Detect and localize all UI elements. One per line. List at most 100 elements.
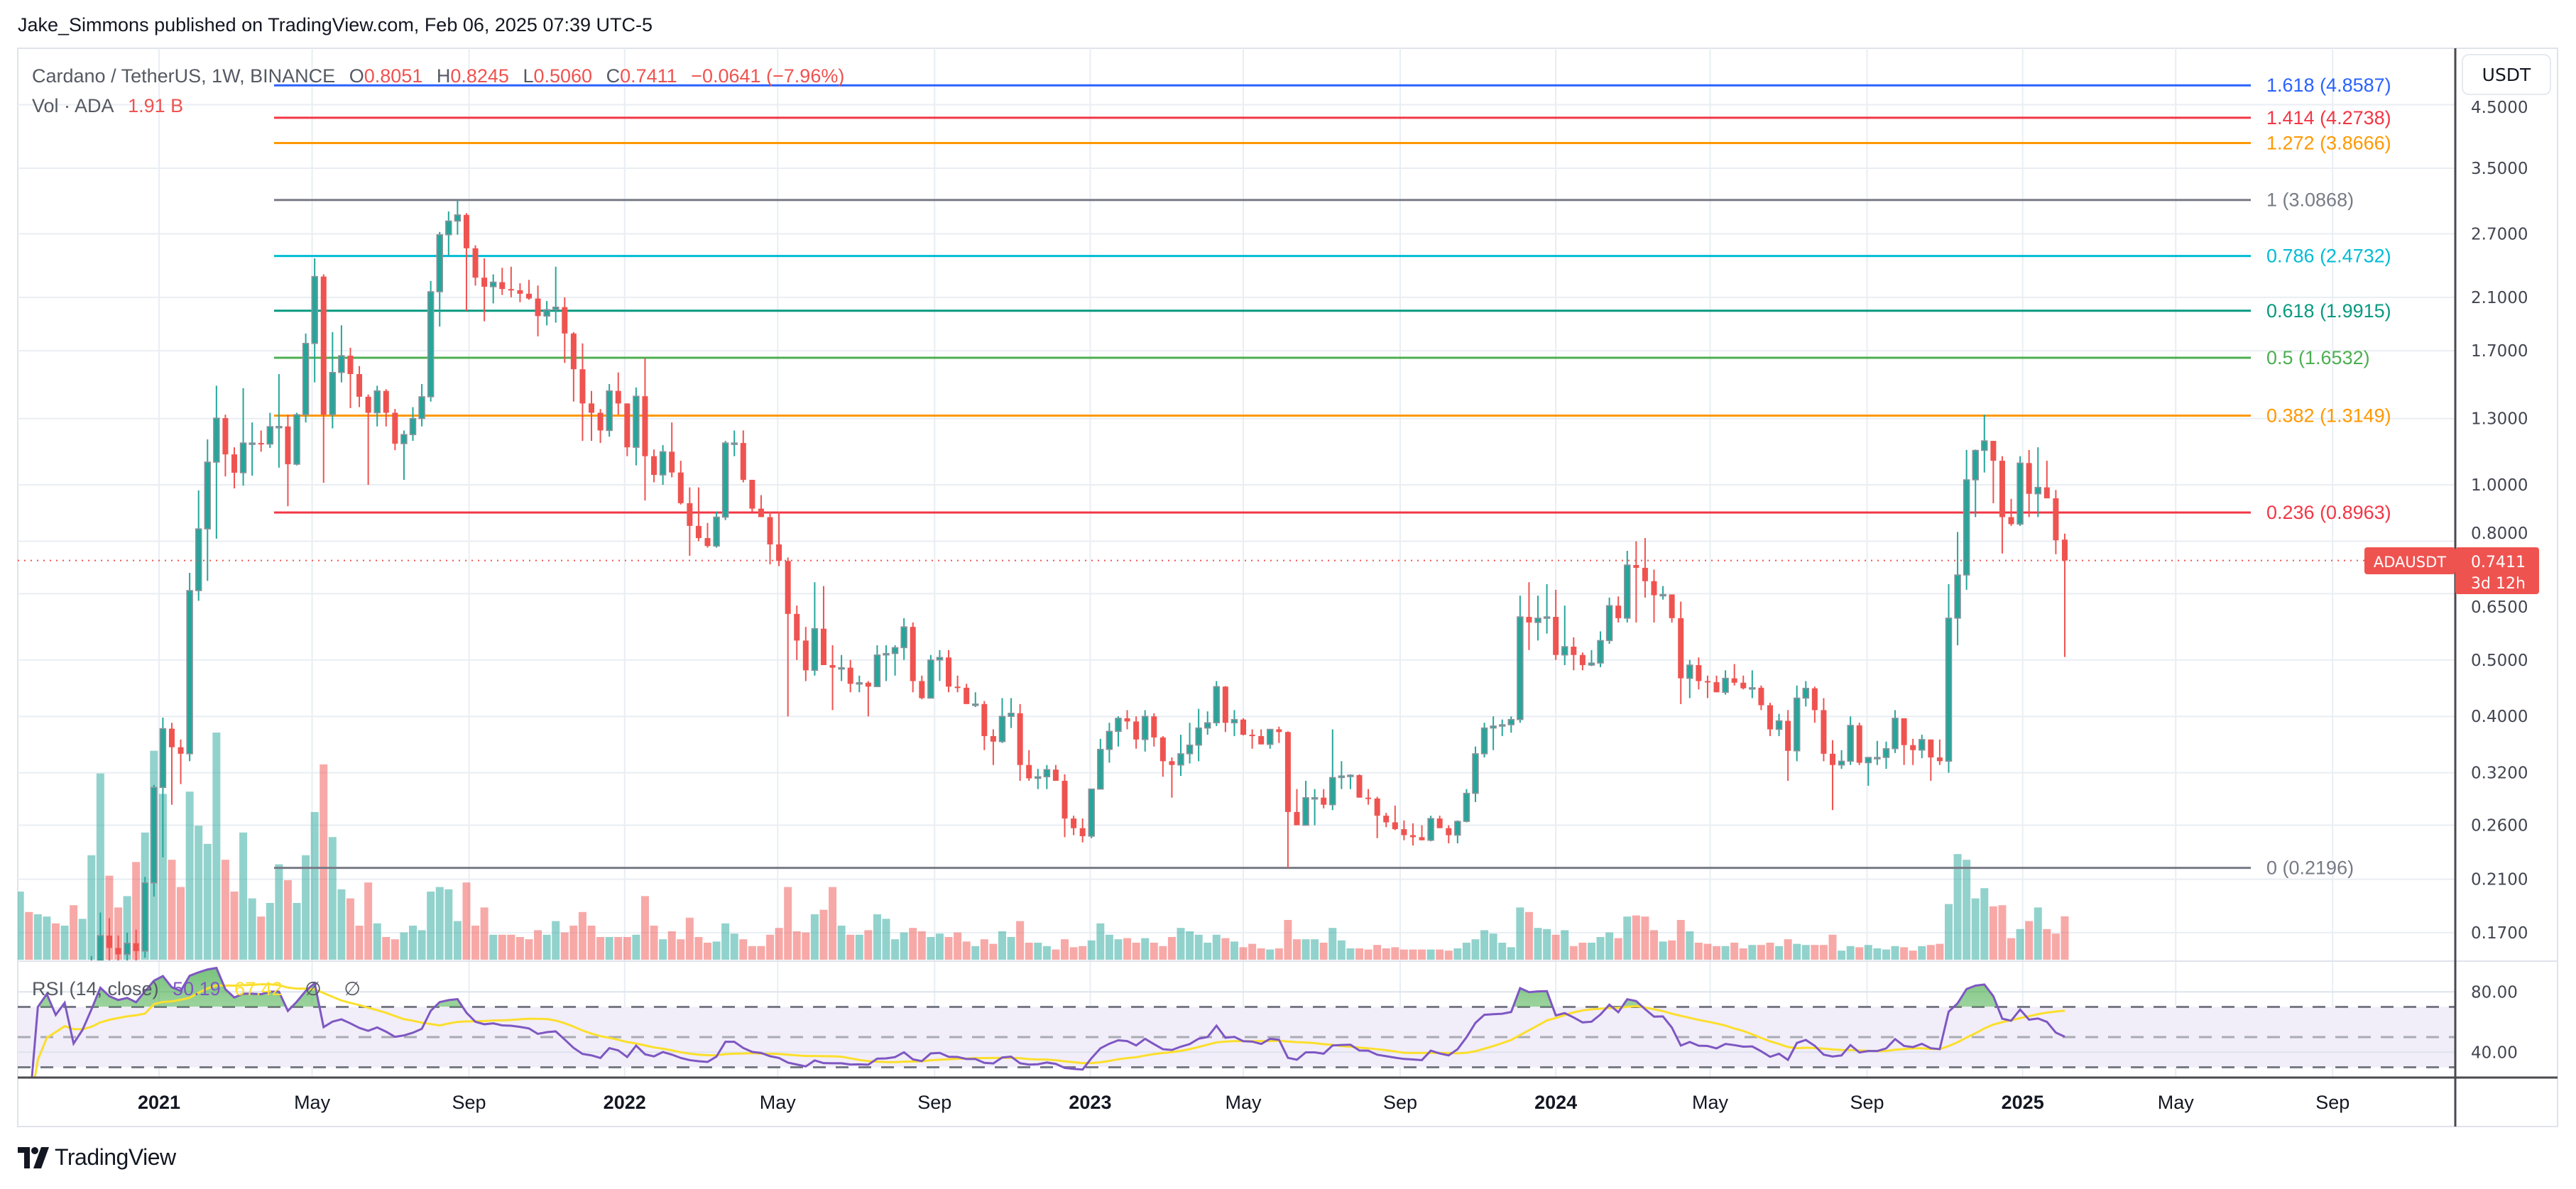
candle bbox=[1696, 657, 1702, 690]
volume-bar bbox=[1212, 934, 1221, 960]
volume-label[interactable]: Vol · ADA bbox=[32, 95, 114, 116]
rsi-legend[interactable]: RSI (14, close) 50.19 67.42 ∅ ∅ bbox=[32, 978, 361, 1000]
volume-bar bbox=[391, 939, 399, 960]
candle-body bbox=[427, 291, 435, 398]
volume-bar bbox=[2043, 928, 2051, 960]
time-axis[interactable]: 2021 May Sep 2022 May Sep 2023 May Sep 2024 May Sep… bbox=[138, 1092, 2349, 1113]
rsi-ma-value: 67.42 bbox=[234, 978, 283, 999]
symbol-title[interactable]: Cardano / TetherUS, 1W, BINANCE bbox=[32, 65, 336, 87]
candle bbox=[1472, 746, 1479, 802]
candle-body bbox=[329, 371, 337, 415]
candle bbox=[1882, 741, 1890, 769]
candle bbox=[195, 490, 202, 601]
currency-button[interactable]: USDT bbox=[2462, 54, 2551, 95]
candle bbox=[356, 366, 363, 407]
candle bbox=[1722, 670, 1729, 695]
volume-legend[interactable]: Vol · ADA 1.91 B bbox=[32, 95, 183, 117]
candle-body bbox=[1311, 796, 1319, 800]
candle-body bbox=[891, 647, 899, 654]
rsi-indicator bbox=[31, 966, 2065, 1078]
rsi-ma-line bbox=[33, 983, 2065, 1078]
candle-body bbox=[562, 307, 568, 334]
time-tick-label: 2022 bbox=[604, 1092, 646, 1113]
candle-body bbox=[927, 659, 934, 699]
price-tick-label: 1.7000 bbox=[2471, 342, 2528, 361]
candle bbox=[1633, 541, 1639, 623]
volume-bar bbox=[1462, 943, 1470, 960]
candle bbox=[597, 409, 604, 444]
volume-bar bbox=[1159, 946, 1167, 960]
time-tick-label: Sep bbox=[2315, 1092, 2349, 1113]
volume-bar bbox=[542, 934, 551, 960]
candle bbox=[687, 487, 693, 557]
price-axis[interactable]: 4.5000 3.5000 2.7000 2.1000 1.7000 1.3000 1.00… bbox=[2471, 99, 2528, 943]
candle-body bbox=[1008, 713, 1015, 717]
currency-button-box[interactable] bbox=[2462, 54, 2551, 95]
candle-body bbox=[302, 343, 310, 415]
volume-bar bbox=[185, 791, 194, 960]
candle-body bbox=[1981, 440, 1988, 451]
candle-body bbox=[1321, 797, 1327, 805]
volume-bar bbox=[471, 926, 480, 960]
candle-body bbox=[1571, 647, 1577, 655]
volume-bar bbox=[96, 773, 104, 960]
chart-frame bbox=[17, 48, 2558, 1127]
volume-bar bbox=[1052, 949, 1060, 960]
symbol-legend[interactable]: Cardano / TetherUS, 1W, BINANCE O0.8051 … bbox=[32, 65, 844, 87]
candle-body bbox=[320, 276, 327, 415]
candle-body bbox=[400, 434, 408, 444]
candle-body bbox=[651, 456, 657, 476]
volume-bar bbox=[158, 794, 167, 960]
candle bbox=[633, 387, 640, 466]
candle-body bbox=[1490, 725, 1497, 729]
volume-bar bbox=[846, 934, 855, 960]
volume-bar bbox=[900, 932, 908, 960]
currency-button-label[interactable]: USDT bbox=[2482, 65, 2531, 85]
candle bbox=[1928, 739, 1934, 781]
candle-body bbox=[1543, 616, 1551, 619]
high-label: H bbox=[436, 65, 451, 87]
volume-bar bbox=[971, 946, 980, 960]
time-tick-label: Sep bbox=[452, 1092, 486, 1113]
close-label: C bbox=[606, 65, 621, 87]
time-tick-label: May bbox=[2158, 1092, 2195, 1113]
fibonacci-retracement[interactable]: 1.618 (4.8587) 1.414 (4.2738) 1.272 (3.866… bbox=[274, 75, 2391, 879]
candle-body bbox=[124, 943, 131, 955]
candle bbox=[320, 274, 327, 483]
volume-bar bbox=[1676, 920, 1685, 960]
candle-body bbox=[1615, 606, 1622, 618]
volume-bar bbox=[1864, 945, 1872, 960]
candle-body bbox=[1882, 747, 1890, 758]
rsi-axis[interactable]: 80.00 40.00 bbox=[2471, 983, 2518, 1062]
candle bbox=[392, 409, 398, 451]
candle-body bbox=[2034, 486, 2041, 495]
candle-body bbox=[1651, 581, 1657, 596]
candle bbox=[445, 211, 452, 257]
candle-body bbox=[1284, 732, 1291, 812]
candle-body bbox=[383, 390, 389, 413]
candle bbox=[1463, 789, 1470, 823]
candle bbox=[517, 283, 523, 302]
candle bbox=[2034, 447, 2041, 517]
candle-body bbox=[946, 657, 952, 687]
candle bbox=[285, 415, 291, 507]
price-tag-value: 0.7411 bbox=[2471, 554, 2526, 571]
candle bbox=[249, 422, 256, 476]
tradingview-logo[interactable]: TradingView bbox=[18, 1144, 176, 1171]
candle bbox=[275, 373, 283, 468]
candle bbox=[749, 479, 755, 512]
candle bbox=[1830, 740, 1836, 811]
volume-bar bbox=[1069, 947, 1078, 960]
candle bbox=[1821, 698, 1827, 762]
rsi-label[interactable]: RSI (14, close) bbox=[32, 978, 159, 999]
candle bbox=[1678, 601, 1684, 704]
candle-body bbox=[1061, 780, 1068, 819]
candle bbox=[1553, 589, 1559, 660]
candle bbox=[1294, 789, 1300, 826]
volume-bar bbox=[784, 887, 792, 960]
candle bbox=[1392, 805, 1398, 831]
volume-bar bbox=[1855, 947, 1864, 960]
candle bbox=[1990, 441, 1997, 503]
candle-body bbox=[1079, 828, 1086, 836]
